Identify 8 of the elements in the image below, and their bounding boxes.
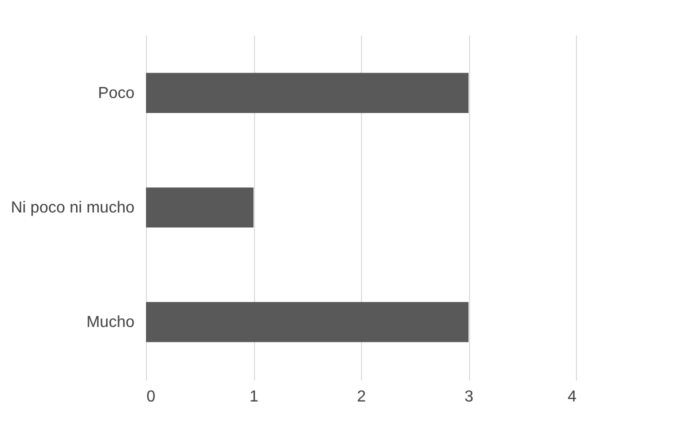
x-tick-label: 1 <box>250 388 259 406</box>
y-tick-label: Poco <box>98 84 135 102</box>
x-tick-label: 2 <box>357 388 366 406</box>
x-tick-label: 0 <box>146 388 156 406</box>
y-tick-label: Ni poco ni mucho <box>10 200 135 216</box>
x-tick-label: 3 <box>464 388 474 406</box>
x-tick-label: 4 <box>568 388 577 406</box>
y-tick-label: Mucho <box>86 314 135 332</box>
